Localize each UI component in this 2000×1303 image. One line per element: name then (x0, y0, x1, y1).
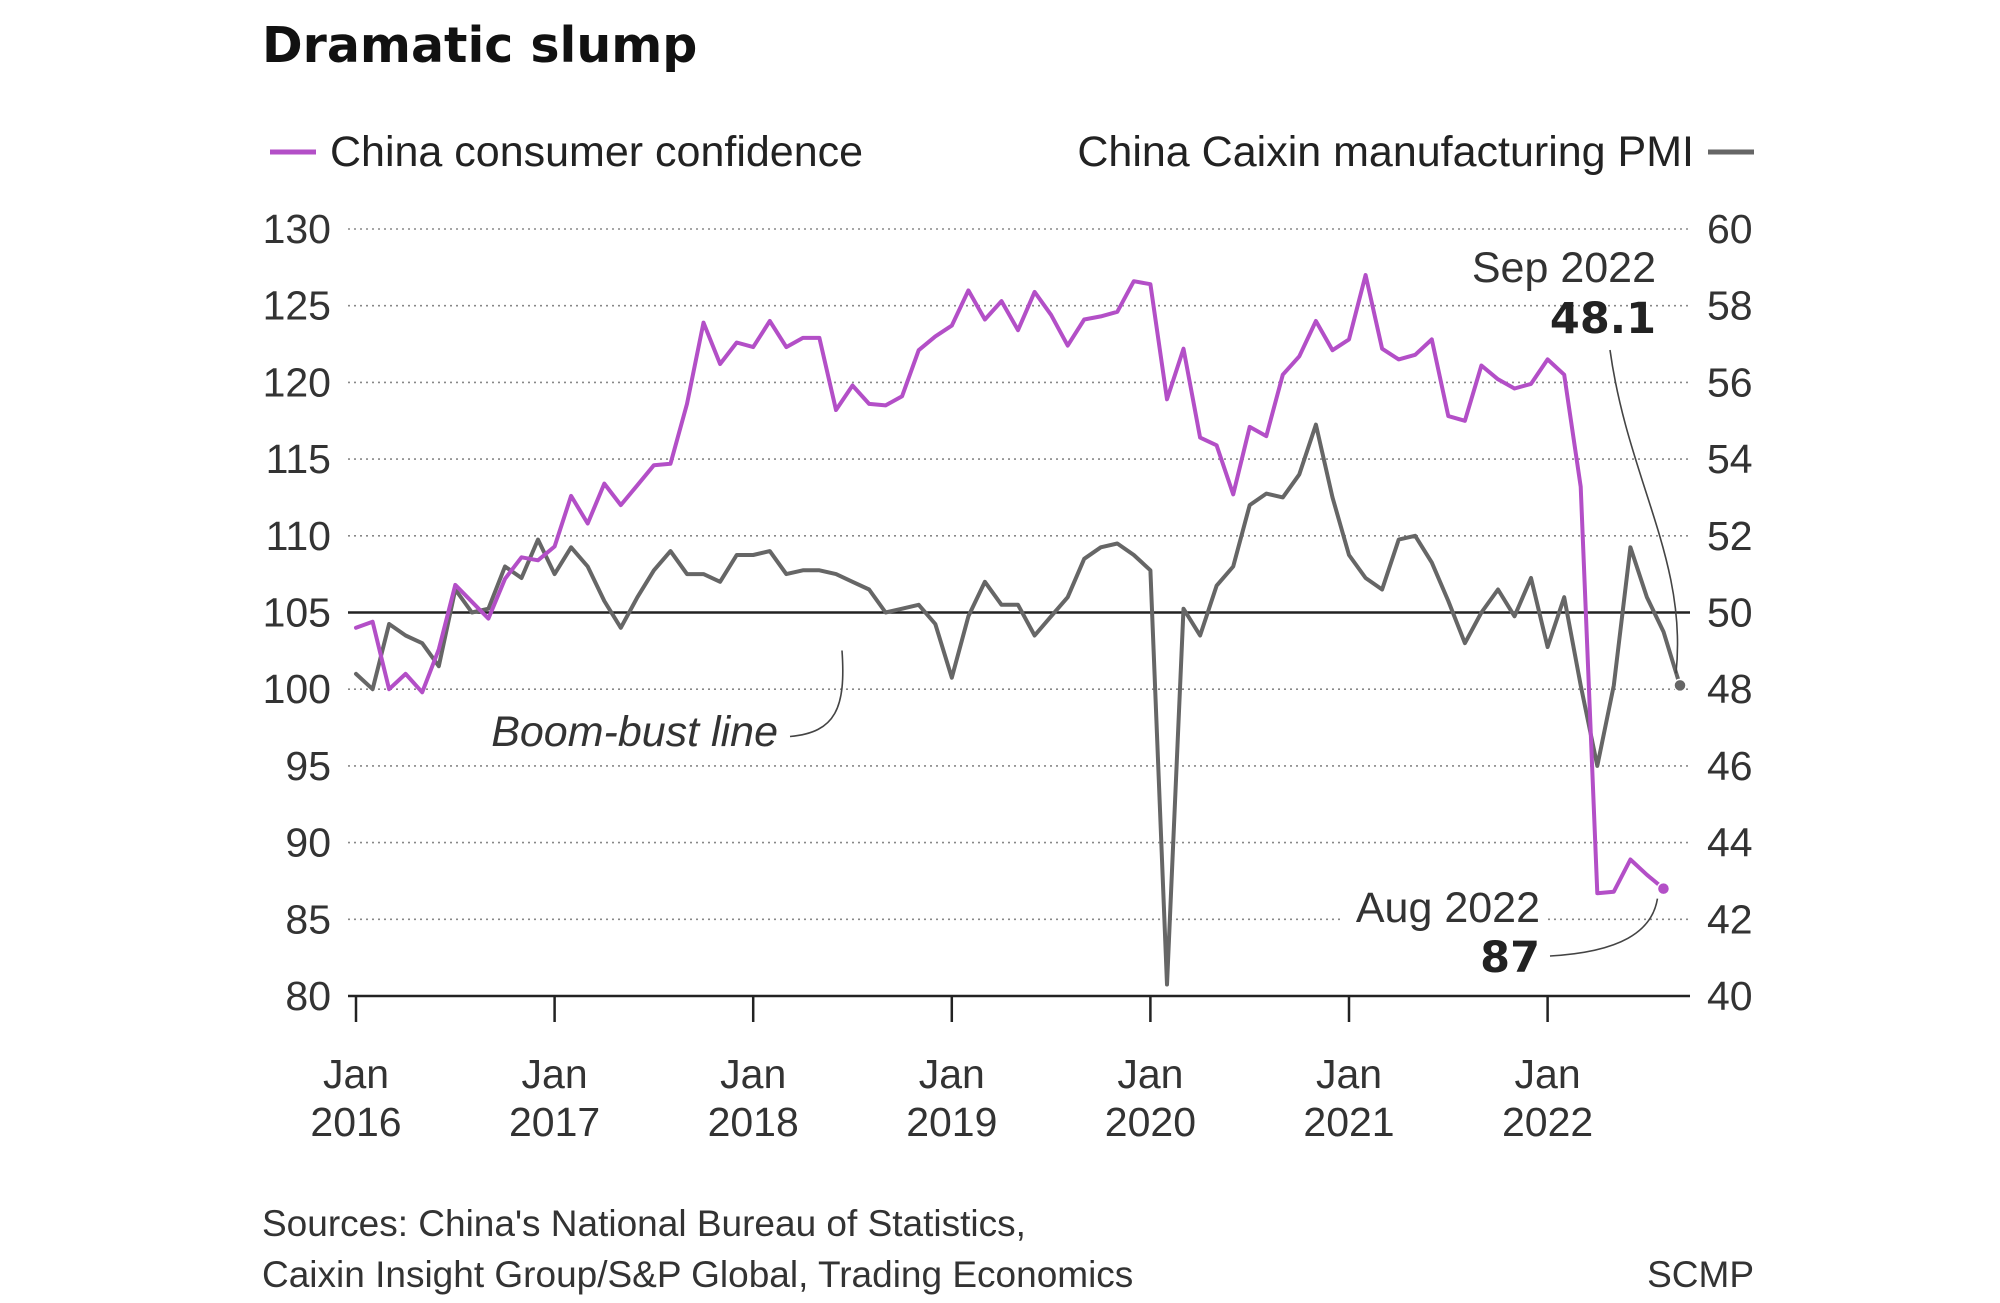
left-tick-label: 125 (263, 283, 331, 329)
series-line-caixin-pmi (354, 422, 1682, 987)
left-tick-label: 110 (266, 513, 331, 559)
boom-bust-label: Boom-bust line (491, 708, 778, 756)
x-tick-month: Jan (919, 1051, 985, 1097)
x-tick-month: Jan (1117, 1051, 1183, 1097)
right-axis: 60 58 56 54 52 50 48 46 44 42 40 (1707, 206, 1753, 1019)
annotation-leader (1609, 349, 1679, 674)
right-tick-label: 50 (1707, 590, 1753, 636)
left-tick-label: 100 (263, 666, 331, 712)
left-tick-label: 90 (285, 820, 331, 866)
left-tick-label: 85 (285, 896, 331, 942)
x-tick-year: 2018 (708, 1099, 799, 1145)
annotation-label-backdrop (1342, 880, 1548, 932)
left-tick-label: 115 (266, 436, 331, 482)
x-tick-month: Jan (323, 1051, 389, 1097)
source-note: Sources: China's National Bureau of Stat… (262, 1203, 1754, 1295)
right-tick-label: 48 (1707, 666, 1753, 712)
annotation-value-label: 48.1 (1550, 294, 1656, 344)
left-axis: 130 125 120 115 110 105 100 95 90 85 80 (263, 206, 331, 1019)
x-tick-year: 2022 (1502, 1099, 1593, 1145)
source-line-1: Sources: China's National Bureau of Stat… (262, 1203, 1026, 1244)
x-tick-month: Jan (720, 1051, 786, 1097)
chart-title: Dramatic slump (262, 17, 697, 74)
annotation-date-label: Aug 2022 (1356, 884, 1540, 932)
left-tick-label: 95 (285, 743, 331, 789)
right-tick-label: 56 (1707, 359, 1753, 405)
x-axis: Jan2016Jan2017Jan2018Jan2019Jan2020Jan20… (310, 996, 1593, 1145)
x-tick-month: Jan (1515, 1051, 1581, 1097)
boom-bust-leader (789, 650, 844, 738)
annotation-point (1673, 678, 1687, 693)
right-tick-label: 44 (1707, 820, 1753, 866)
right-tick-label: 60 (1707, 206, 1753, 252)
x-tick-year: 2020 (1105, 1099, 1196, 1145)
grid (348, 228, 1690, 921)
x-tick-year: 2017 (509, 1099, 600, 1145)
source-line-2: Caixin Insight Group/S&P Global, Trading… (262, 1254, 1133, 1295)
x-tick-year: 2021 (1303, 1099, 1394, 1145)
series-line-consumer-confidence (354, 273, 1666, 896)
right-tick-label: 46 (1707, 743, 1753, 789)
annotation-point (1656, 881, 1671, 896)
credit: SCMP (1647, 1254, 1754, 1295)
legend-label-consumer-confidence: China consumer confidence (330, 128, 863, 176)
left-tick-label: 120 (263, 359, 331, 405)
right-tick-label: 40 (1707, 973, 1753, 1019)
x-tick-month: Jan (1316, 1051, 1382, 1097)
x-tick-year: 2016 (310, 1099, 401, 1145)
right-tick-label: 58 (1707, 283, 1753, 329)
legend: China consumer confidence China Caixin m… (270, 128, 1754, 176)
annotation-value-label: 87 (1480, 933, 1540, 983)
annotation-date-label: Sep 2022 (1472, 244, 1656, 292)
right-tick-label: 52 (1707, 513, 1753, 559)
x-tick-year: 2019 (906, 1099, 997, 1145)
right-tick-label: 42 (1707, 896, 1753, 942)
series (354, 273, 1682, 987)
right-tick-label: 54 (1707, 436, 1753, 482)
x-tick-month: Jan (522, 1051, 588, 1097)
left-tick-label: 105 (263, 590, 331, 636)
legend-label-caixin-pmi: China Caixin manufacturing PMI (1077, 128, 1694, 176)
left-tick-label: 80 (285, 973, 331, 1019)
annotation-leader (1549, 898, 1659, 957)
left-tick-label: 130 (263, 206, 331, 252)
